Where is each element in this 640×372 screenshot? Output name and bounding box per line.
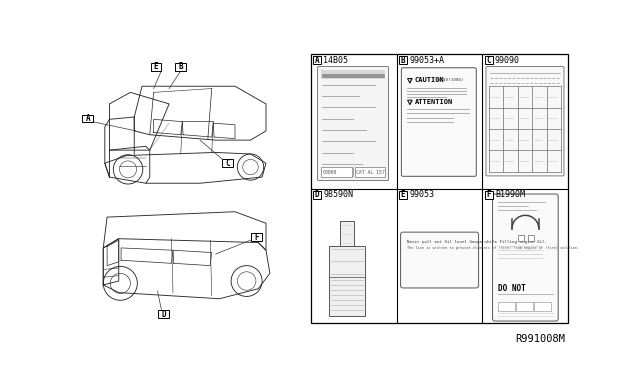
Text: CAT AL 157: CAT AL 157 <box>356 170 385 174</box>
Bar <box>175 63 186 71</box>
Text: F: F <box>254 232 259 242</box>
Bar <box>516 302 533 311</box>
Text: !: ! <box>409 79 411 83</box>
Text: 99053+A: 99053+A <box>409 55 444 64</box>
Bar <box>498 302 515 311</box>
Bar <box>355 167 385 177</box>
Bar <box>321 167 351 177</box>
Text: E: E <box>401 190 405 199</box>
Text: The line is written to prevent elements of (fire) from engine or (fire) solution: The line is written to prevent elements … <box>407 246 579 250</box>
FancyBboxPatch shape <box>493 194 558 321</box>
Text: 99053: 99053 <box>409 190 434 199</box>
Bar <box>528 235 534 241</box>
Bar <box>150 63 161 71</box>
Bar <box>313 191 321 199</box>
Text: 00000: 00000 <box>323 170 337 174</box>
Text: D: D <box>161 310 166 319</box>
FancyBboxPatch shape <box>486 67 564 176</box>
Text: DO NOT: DO NOT <box>498 283 525 293</box>
Text: 98590N: 98590N <box>323 190 353 199</box>
Text: A: A <box>315 55 319 64</box>
Bar <box>518 235 524 241</box>
Bar <box>311 54 568 323</box>
Text: B: B <box>179 62 183 71</box>
Bar <box>485 191 493 199</box>
Bar <box>222 159 233 167</box>
Bar <box>485 56 493 64</box>
Text: !: ! <box>409 101 411 105</box>
Text: B1990M: B1990M <box>495 190 525 199</box>
Bar <box>321 70 385 78</box>
Bar <box>534 302 551 311</box>
Bar <box>158 310 169 318</box>
Text: 99090: 99090 <box>495 55 520 64</box>
Bar <box>399 56 407 64</box>
Text: C: C <box>225 159 230 168</box>
Text: 14B05: 14B05 <box>323 55 348 64</box>
Bar <box>83 115 93 122</box>
Text: SAT10(10BG): SAT10(10BG) <box>435 78 465 82</box>
Text: B: B <box>401 55 405 64</box>
Text: ATTENTION: ATTENTION <box>415 99 452 105</box>
Text: F: F <box>486 190 491 199</box>
Text: A: A <box>85 114 90 123</box>
Bar <box>340 221 354 246</box>
Text: Never pull out Oil level Gauge while Filling Engine Oil.: Never pull out Oil level Gauge while Fil… <box>407 240 547 244</box>
FancyBboxPatch shape <box>401 68 476 176</box>
Bar <box>313 56 321 64</box>
Bar <box>399 191 407 199</box>
FancyBboxPatch shape <box>317 67 388 180</box>
Text: R991008M: R991008M <box>515 334 565 344</box>
Text: E: E <box>154 62 158 71</box>
FancyBboxPatch shape <box>401 232 479 288</box>
Text: D: D <box>315 190 319 199</box>
Bar <box>329 246 365 316</box>
Text: C: C <box>486 55 491 64</box>
Bar <box>252 233 262 241</box>
Text: CAUTION: CAUTION <box>415 77 444 83</box>
